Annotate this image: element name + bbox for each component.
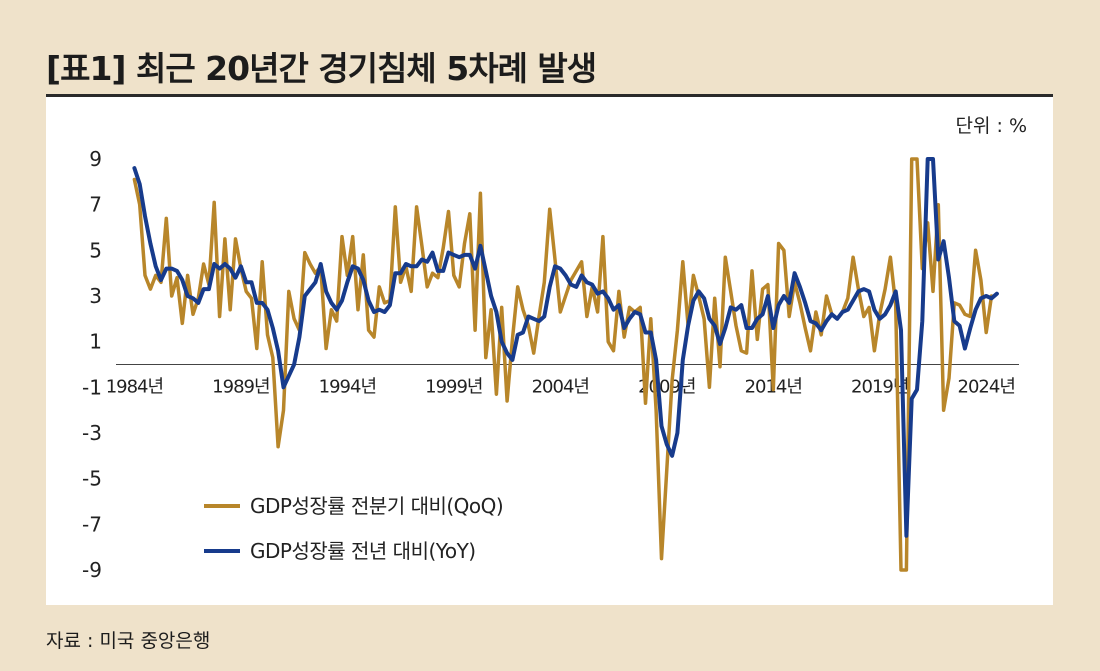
x-tick-label: 2024년 <box>958 377 1015 398</box>
y-tick-label: 9 <box>89 147 102 171</box>
y-tick-label: -1 <box>82 375 102 399</box>
page-title: [표1] 최근 20년간 경기침체 5차례 발생 <box>46 49 597 88</box>
series-line-qoq <box>132 157 994 572</box>
legend-label-yoy: GDP성장률 전년 대비(YoY) <box>250 539 476 563</box>
y-tick-label: 5 <box>89 238 102 262</box>
x-tick-label: 2019년 <box>851 377 908 398</box>
source-note: 자료 : 미국 중앙은행 <box>46 630 211 652</box>
unit-label: 단위 : % <box>956 115 1028 137</box>
y-tick-label: 7 <box>89 193 102 217</box>
legend-label-qoq: GDP성장률 전분기 대비(QoQ) <box>250 494 503 518</box>
y-axis-ticks: 9 7 5 3 1 -1 -3 -5 -7 -9 <box>82 147 102 582</box>
y-tick-label: -3 <box>82 421 102 445</box>
y-tick-label: 3 <box>89 284 102 308</box>
x-axis-ticks: 1984년 1989년 1994년 1999년 2004년 2009년 2014년 2019년… <box>106 377 1016 398</box>
chart-svg: 단위 : % 9 7 5 3 1 -1 -3 -5 -7 -9 1984년 1989년 1994년 19… <box>82 115 1028 582</box>
y-tick-label: 1 <box>89 330 102 354</box>
x-tick-label: 1989년 <box>212 377 269 398</box>
y-tick-label: -5 <box>82 467 102 491</box>
x-tick-label: 2004년 <box>532 377 589 398</box>
series-layer <box>132 157 999 572</box>
x-tick-label: 1994년 <box>319 377 376 398</box>
x-tick-label: 1999년 <box>425 377 482 398</box>
y-tick-label: -7 <box>82 512 102 536</box>
chart-panel: 단위 : % 9 7 5 3 1 -1 -3 -5 -7 -9 1984년 1989년 1994년 19… <box>46 97 1053 605</box>
series-line-yoy <box>132 157 999 538</box>
x-tick-label: 1984년 <box>106 377 163 398</box>
title-divider <box>46 94 1053 97</box>
legend: GDP성장률 전분기 대비(QoQ) GDP성장률 전년 대비(YoY) <box>204 494 504 563</box>
y-tick-label: -9 <box>82 558 102 582</box>
